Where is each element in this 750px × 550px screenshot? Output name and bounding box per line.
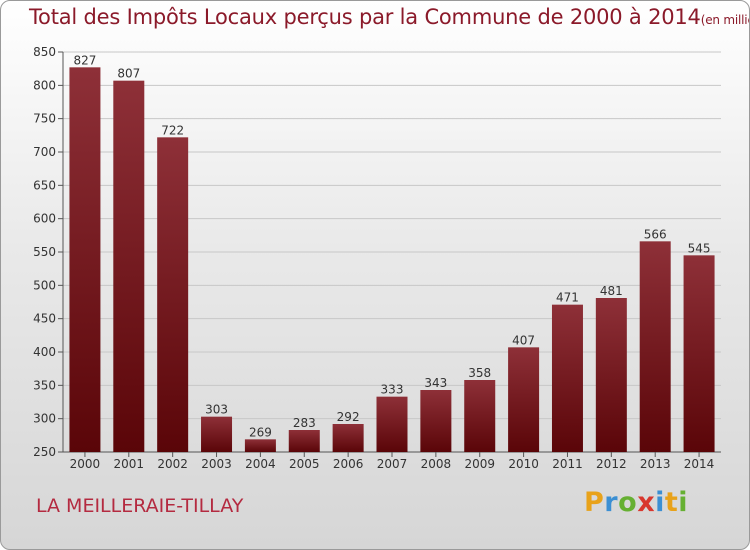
x-tick-label: 2007 — [377, 457, 408, 471]
bar-value-label: 333 — [381, 383, 404, 397]
bar-value-label: 827 — [73, 53, 96, 67]
bar-2001 — [113, 80, 145, 453]
bar-2014 — [683, 255, 715, 452]
chart-title: Total des Impôts Locaux perçus par la Co… — [29, 5, 749, 29]
bar-value-label: 269 — [249, 425, 272, 439]
y-tick-label: 450 — [33, 312, 56, 326]
y-tick-label: 550 — [33, 245, 56, 259]
bar-value-label: 566 — [644, 227, 667, 241]
bar-value-label: 358 — [468, 366, 491, 380]
bar-2002 — [157, 137, 189, 453]
bar-value-label: 722 — [161, 123, 184, 137]
bars — [69, 67, 715, 453]
bar-value-label: 407 — [512, 333, 535, 347]
y-tick-label: 500 — [33, 278, 56, 292]
bar-value-label: 283 — [293, 416, 316, 430]
x-tick-label: 2006 — [333, 457, 364, 471]
x-tick-label: 2013 — [640, 457, 671, 471]
bar-2004 — [244, 439, 276, 452]
bar-value-label: 303 — [205, 403, 228, 417]
x-tick-label: 2003 — [201, 457, 232, 471]
x-tick-label: 2000 — [70, 457, 101, 471]
bar-value-label: 545 — [688, 241, 711, 255]
y-tick-label: 750 — [33, 112, 56, 126]
y-tick-label: 600 — [33, 212, 56, 226]
proxiti-logo: Proxiti — [584, 487, 689, 518]
x-tick-label: 2008 — [421, 457, 452, 471]
bar-2009 — [464, 380, 496, 452]
y-tick-label: 650 — [33, 178, 56, 192]
bar-2011 — [551, 304, 583, 452]
bar-value-label: 471 — [556, 291, 579, 305]
bar-value-label: 481 — [600, 284, 623, 298]
y-tick-label: 700 — [33, 145, 56, 159]
y-tick-label: 850 — [33, 45, 56, 59]
commune-name: LA MEILLERAIE-TILLAY — [36, 495, 244, 517]
x-tick-label: 2002 — [157, 457, 188, 471]
x-tick-label: 2010 — [508, 457, 539, 471]
x-tick-label: 2005 — [289, 457, 320, 471]
y-tick-label: 300 — [33, 412, 56, 426]
bar-value-label: 292 — [337, 410, 360, 424]
bar-2005 — [288, 430, 320, 452]
x-tick-label: 2014 — [684, 457, 715, 471]
labels: 250 300 350 400 450 500 550 600 650 700 750 800 850 8… — [33, 45, 714, 471]
y-tick-label: 400 — [33, 345, 56, 359]
bar-value-label: 343 — [424, 376, 447, 390]
x-tick-label: 2001 — [114, 457, 145, 471]
bar-2010 — [508, 347, 540, 452]
bar-2006 — [332, 424, 364, 452]
bar-2000 — [69, 67, 101, 452]
x-tick-label: 2004 — [245, 457, 276, 471]
chart-title-text: Total des Impôts Locaux perçus par la Co… — [29, 5, 701, 29]
bar-value-label: 807 — [117, 67, 140, 81]
x-tick-label: 2009 — [464, 457, 495, 471]
y-tick-label: 250 — [33, 445, 56, 459]
chart-title-unit: (en milliers d'€) — [700, 13, 749, 27]
bar-2007 — [376, 396, 408, 452]
bar-2013 — [639, 241, 671, 452]
bar-2012 — [595, 298, 627, 452]
bar-2008 — [420, 390, 452, 452]
x-tick-label: 2012 — [596, 457, 627, 471]
y-tick-label: 350 — [33, 378, 56, 392]
x-tick-label: 2011 — [552, 457, 583, 471]
y-tick-label: 800 — [33, 78, 56, 92]
bar-2003 — [201, 416, 233, 452]
